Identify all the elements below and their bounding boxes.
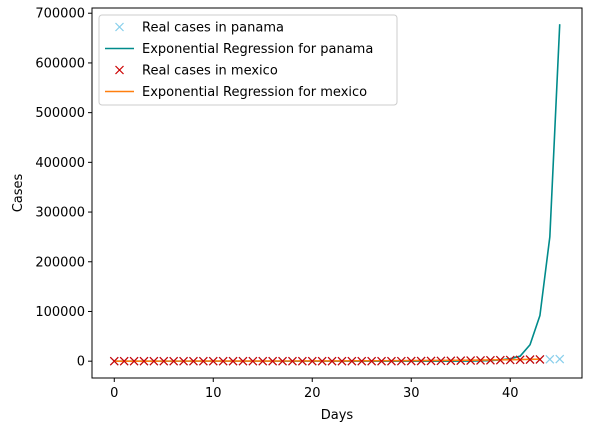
data-point: [129, 356, 139, 366]
data-point: [486, 355, 495, 365]
data-point: [307, 356, 317, 366]
data-point: [297, 356, 307, 366]
data-point: [476, 356, 485, 365]
data-point: [139, 356, 149, 366]
data-point: [505, 355, 515, 365]
y-tick-label: 500000: [35, 106, 85, 121]
data-point: [377, 356, 386, 366]
data-point: [238, 356, 248, 366]
legend-label: Exponential Regression for panama: [142, 42, 373, 57]
y-tick-label: 0: [77, 355, 85, 370]
data-point: [446, 356, 456, 366]
x-tick-label: 30: [403, 386, 420, 401]
legend-swatch-marker: [115, 22, 124, 32]
plot-frame: [91, 7, 583, 379]
y-tick-label: 600000: [35, 56, 85, 71]
data-point: [535, 355, 545, 364]
data-point: [258, 356, 268, 366]
data-point: [495, 355, 505, 365]
ticks-layer: 0 10 20 30 40 0 100000 200000 300000 400000 500000…: [35, 7, 518, 401]
x-tick-label: 40: [502, 386, 519, 401]
data-point: [555, 354, 565, 364]
data-point: [327, 356, 337, 366]
data-point: [436, 356, 446, 366]
data-point: [109, 356, 119, 366]
y-tick-label: 700000: [35, 7, 85, 22]
series-layer: [109, 24, 565, 366]
x-axis-label: Days: [321, 408, 354, 423]
data-point: [367, 356, 377, 366]
legend: Real cases in panama Exponential Regressi…: [98, 14, 398, 106]
legend-label: Exponential Regression for mexico: [142, 85, 367, 100]
y-tick-label: 200000: [35, 255, 85, 270]
legend-label: Real cases in mexico: [142, 64, 278, 79]
x-tick-label: 20: [304, 386, 321, 401]
data-point: [416, 356, 426, 366]
regression-line: [114, 358, 540, 362]
data-point: [396, 356, 406, 366]
data-point: [426, 356, 436, 366]
data-point: [278, 356, 287, 366]
data-point: [456, 356, 466, 366]
data-point: [159, 356, 169, 366]
data-point: [466, 356, 476, 366]
data-point: [189, 356, 198, 366]
data-point: [545, 354, 555, 364]
legend-items: Real cases in panama Exponential Regressi…: [105, 21, 373, 100]
data-point: [149, 356, 159, 366]
data-point: [198, 356, 208, 366]
data-point: [169, 356, 179, 366]
data-point: [406, 356, 416, 366]
data-point: [218, 356, 228, 366]
data-point: [119, 356, 129, 366]
y-axis-label: Cases: [11, 173, 26, 212]
y-tick-label: 400000: [35, 156, 85, 171]
marker-series: [109, 355, 545, 366]
x-tick-label: 10: [205, 386, 222, 401]
data-point: [347, 356, 357, 366]
legend-swatch-marker: [115, 65, 124, 75]
legend-label: Real cases in panama: [142, 21, 284, 36]
data-point: [248, 356, 258, 366]
data-point: [268, 356, 278, 366]
data-point: [515, 355, 525, 365]
data-point: [288, 356, 297, 366]
data-point: [208, 356, 218, 366]
data-point: [337, 356, 347, 366]
data-point: [525, 355, 535, 365]
y-tick-label: 300000: [35, 206, 85, 221]
y-tick-label: 100000: [35, 305, 85, 320]
legend-box: [98, 14, 398, 106]
x-tick-label: 0: [110, 386, 118, 401]
data-point: [317, 356, 327, 366]
data-point: [357, 356, 367, 366]
data-point: [179, 356, 188, 366]
data-point: [387, 356, 396, 366]
data-point: [228, 356, 238, 366]
